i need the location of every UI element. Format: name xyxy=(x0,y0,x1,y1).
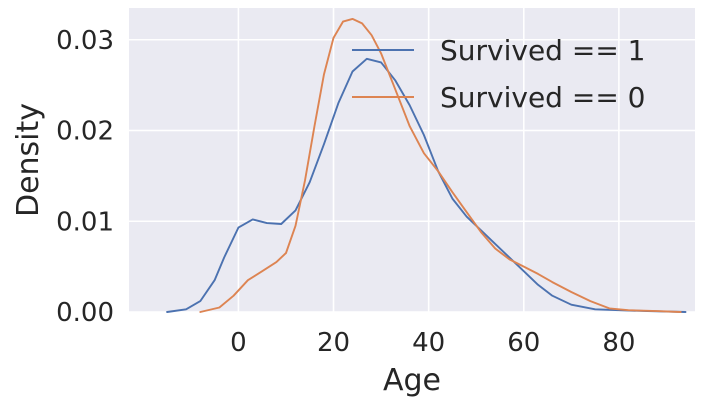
series-line-1 xyxy=(166,57,687,313)
y-axis-label: Density xyxy=(11,103,46,217)
y-tick-label: 0.02 xyxy=(56,117,114,147)
y-tick-label: 0.00 xyxy=(56,298,114,328)
y-tick-label: 0.03 xyxy=(56,26,114,56)
legend-label-1: Survived == 1 xyxy=(440,34,646,67)
y-axis-ticks: 0.00 0.01 0.02 0.03 xyxy=(56,26,114,328)
x-tick-label: 0 xyxy=(230,328,247,358)
x-axis-ticks: 0 20 40 60 80 xyxy=(230,328,635,358)
x-axis-label: Age xyxy=(383,363,441,398)
x-tick-label: 20 xyxy=(317,328,350,358)
x-tick-label: 60 xyxy=(507,328,540,358)
legend-label-2: Survived == 0 xyxy=(440,81,646,114)
series-layer xyxy=(166,17,687,313)
series-line-2 xyxy=(199,17,682,313)
legend: Survived == 1 Survived == 0 xyxy=(352,34,646,114)
x-tick-label: 80 xyxy=(602,328,635,358)
y-tick-label: 0.01 xyxy=(56,207,114,237)
x-tick-label: 40 xyxy=(412,328,445,358)
